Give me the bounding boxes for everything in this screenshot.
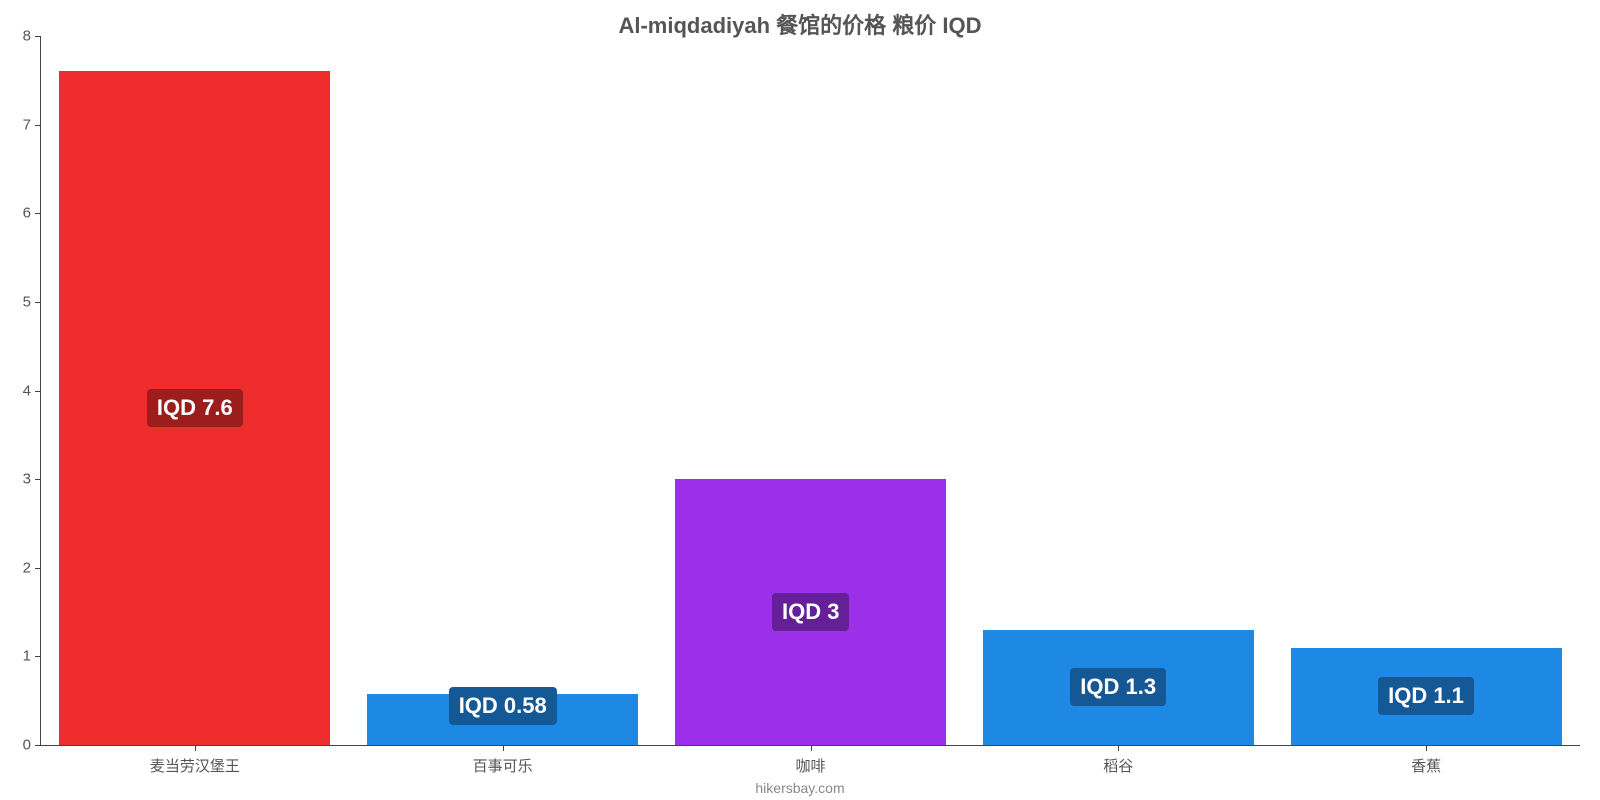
y-tick-label: 5 — [23, 293, 41, 310]
y-tick-label: 4 — [23, 382, 41, 399]
bar-value-label: IQD 3 — [772, 593, 849, 631]
y-tick-label: 0 — [23, 737, 41, 754]
y-tick-label: 1 — [23, 648, 41, 665]
x-tick-label: 百事可乐 — [473, 745, 533, 776]
bar-value-label: IQD 1.1 — [1378, 677, 1474, 715]
x-tick-label: 麦当劳汉堡王 — [150, 745, 240, 776]
plot-area: 012345678麦当劳汉堡王IQD 7.6百事可乐IQD 0.58咖啡IQD … — [40, 36, 1580, 746]
bar-value-label: IQD 7.6 — [147, 389, 243, 427]
y-tick-label: 3 — [23, 471, 41, 488]
bar-value-label: IQD 1.3 — [1070, 668, 1166, 706]
chart-footer: hikersbay.com — [0, 780, 1600, 796]
y-tick-label: 8 — [23, 28, 41, 45]
price-bar-chart: Al-miqdadiyah 餐馆的价格 粮价 IQD 012345678麦当劳汉… — [0, 0, 1600, 800]
y-tick-label: 2 — [23, 559, 41, 576]
y-tick-label: 7 — [23, 116, 41, 133]
x-tick-label: 咖啡 — [795, 745, 825, 776]
x-tick-label: 稻谷 — [1103, 745, 1133, 776]
bar-value-label: IQD 0.58 — [449, 687, 557, 725]
y-tick-label: 6 — [23, 205, 41, 222]
x-tick-label: 香蕉 — [1411, 745, 1441, 776]
